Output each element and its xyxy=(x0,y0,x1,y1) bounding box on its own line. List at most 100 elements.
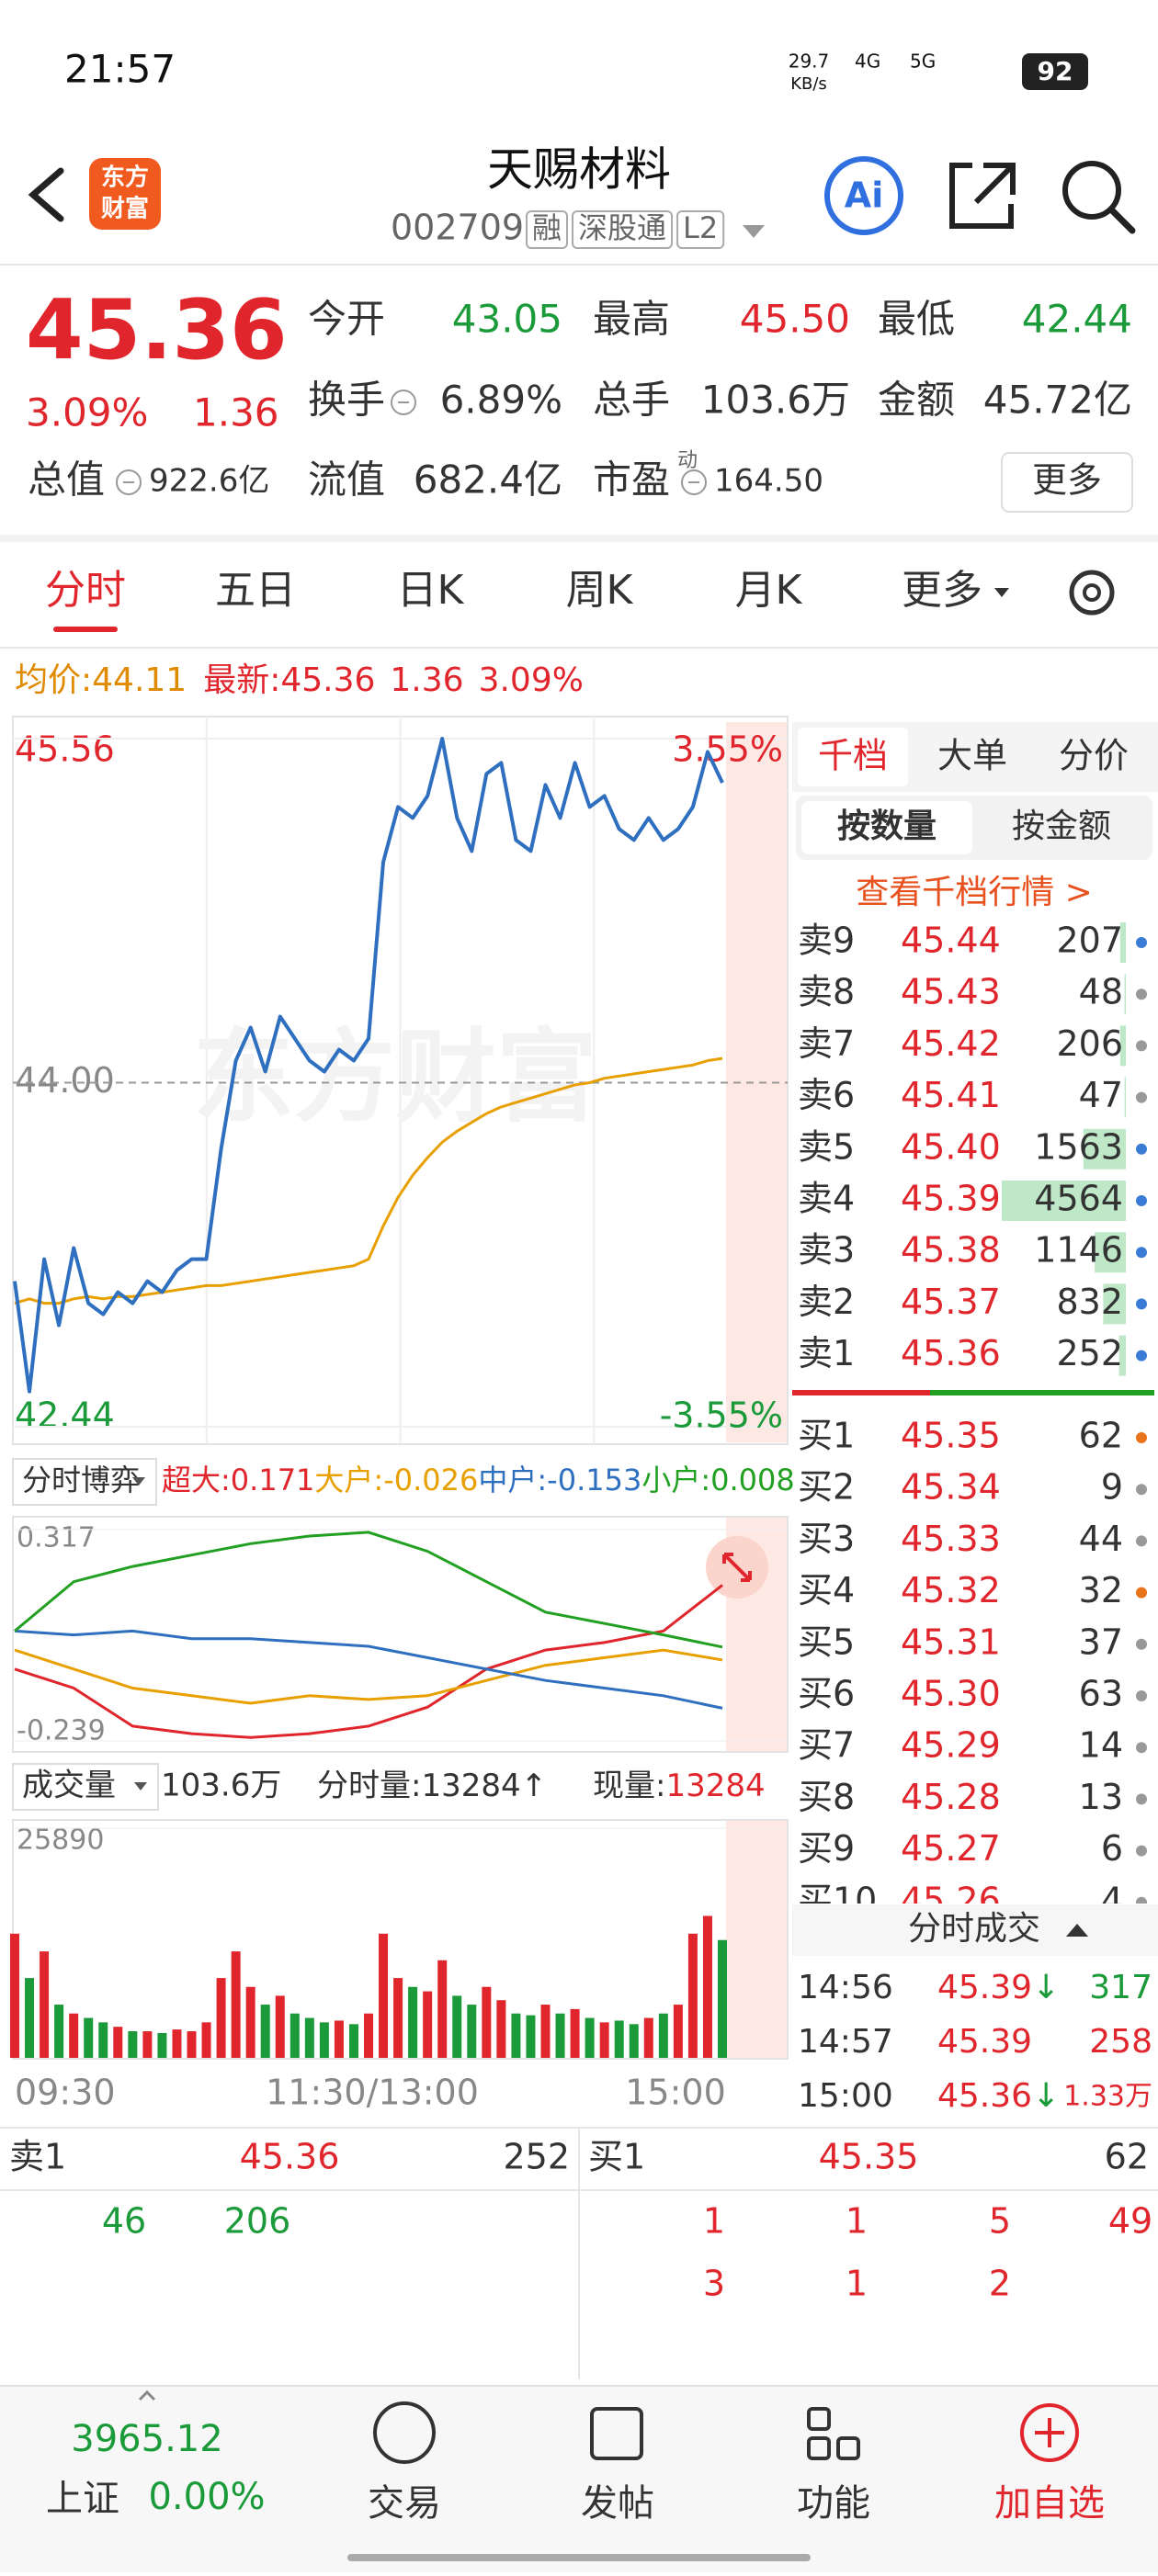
volume-bar xyxy=(54,2005,64,2058)
depth-bar xyxy=(1124,1077,1126,1118)
volume-selector-label[interactable]: 成交量 xyxy=(22,1768,116,1804)
active-tab[interactable] xyxy=(798,728,908,786)
arrow: ↓ xyxy=(1032,1969,1060,2006)
volume-bar xyxy=(364,2013,373,2058)
volume-bar xyxy=(408,1986,418,2058)
panel-tab[interactable]: 分价 xyxy=(1059,736,1129,776)
volume-selector[interactable] xyxy=(12,1763,159,1811)
logo-text: 东方 xyxy=(101,164,149,192)
volume-bar xyxy=(187,2031,197,2058)
search-button[interactable] xyxy=(1062,161,1121,220)
level-price: 45.42 xyxy=(901,1023,1001,1064)
level-qty: 44 xyxy=(1079,1519,1123,1559)
tab[interactable]: 更多 xyxy=(902,567,982,614)
flow-selector[interactable] xyxy=(12,1458,157,1506)
back-button[interactable] xyxy=(28,167,64,222)
more-label[interactable]: 更多 xyxy=(1032,460,1102,501)
level-qty: 1563 xyxy=(1034,1126,1123,1167)
level-dot xyxy=(1136,1091,1147,1103)
network: 5G xyxy=(910,51,936,73)
panel-tab[interactable]: 千档 xyxy=(818,736,888,776)
ai-button[interactable] xyxy=(824,156,903,235)
tab[interactable]: 周K xyxy=(566,567,634,614)
battery xyxy=(1022,53,1088,90)
x-tick-label: 09:30 xyxy=(15,2073,116,2113)
volume-bar xyxy=(599,2022,609,2058)
tag: L2 xyxy=(683,210,718,245)
index-value[interactable]: 3965.12 xyxy=(71,2418,222,2460)
bottom-nav xyxy=(0,2386,1158,2572)
settings-icon xyxy=(1083,583,1101,602)
flow-selector-label[interactable]: 分时博弈 xyxy=(22,1463,140,1497)
flow-legend: 超大:0.171大户:-0.026中户:-0.153小户:0.008 xyxy=(162,1463,795,1497)
level-qty: 252 xyxy=(1056,1333,1123,1373)
level-label: 买7 xyxy=(798,1725,855,1766)
stat-label: 最低 xyxy=(878,297,955,342)
tab[interactable]: 五日 xyxy=(215,567,296,614)
last-price: 45.36 xyxy=(26,282,288,378)
flow-line xyxy=(14,1629,723,1710)
trade-volume: 317 xyxy=(1089,1969,1152,2006)
pct-label: 3.55% xyxy=(672,729,783,770)
y-tick-label: 45.56 xyxy=(15,729,115,770)
avg-bar-item: 1.36 xyxy=(390,661,463,699)
level-price: 45.26 xyxy=(901,1880,1001,1920)
level-dot xyxy=(1136,1143,1147,1155)
avg-bar-item: 均价: xyxy=(15,661,92,699)
stat-value: 43.05 xyxy=(452,297,562,342)
volume-bar xyxy=(157,2032,167,2058)
volume-bar xyxy=(84,2017,94,2058)
function-icon xyxy=(836,2436,860,2460)
expand-caret[interactable] xyxy=(138,2390,156,2401)
level-price: 45.44 xyxy=(901,921,1001,961)
volume-bar xyxy=(245,1986,255,2058)
nav-item[interactable]: 加自选 xyxy=(994,2482,1105,2525)
level-dot xyxy=(1136,1535,1147,1547)
trade-time: 14:56 xyxy=(798,1969,893,2006)
legend-value: 0.008 xyxy=(710,1463,795,1497)
level-label: 买5 xyxy=(798,1621,855,1662)
depth-link[interactable]: 查看千档行情 > xyxy=(856,874,1093,911)
mode-tab[interactable]: 按金额 xyxy=(1012,808,1111,845)
level-price: 45.32 xyxy=(901,1570,1001,1610)
network: 4G xyxy=(855,51,880,73)
price: 45.39 xyxy=(937,1969,1032,2006)
trade-volume: 1.33万 xyxy=(1063,2081,1152,2113)
stat-label: 总手 xyxy=(593,378,670,423)
active-mode[interactable] xyxy=(801,801,972,854)
stat-label: 总值 xyxy=(28,458,105,503)
level-dot xyxy=(1136,937,1147,948)
settings-button[interactable] xyxy=(1069,570,1115,616)
level-label: 卖2 xyxy=(798,1282,855,1322)
info-icon xyxy=(681,469,707,495)
mode-tab[interactable]: 按数量 xyxy=(837,808,937,845)
nav-item[interactable]: 功能 xyxy=(797,2482,870,2525)
level-label: 卖4 xyxy=(798,1179,855,1219)
stat-value: 922.6亿 xyxy=(149,463,269,500)
nav-item[interactable]: 交易 xyxy=(368,2482,441,2525)
level-dot xyxy=(1136,1793,1147,1805)
legend-label: 小户: xyxy=(641,1463,710,1497)
y-tick-label: 0.317 xyxy=(17,1522,96,1554)
queue-label: 卖1 xyxy=(9,2137,66,2177)
tag-box xyxy=(676,210,725,249)
level-price: 45.40 xyxy=(901,1126,1001,1167)
panel-tab[interactable]: 大单 xyxy=(937,736,1007,776)
level-qty: 1146 xyxy=(1034,1230,1123,1271)
tab[interactable]: 日K xyxy=(397,567,465,614)
level-qty: 206 xyxy=(1056,1023,1123,1064)
legend-label: 中户: xyxy=(478,1463,547,1497)
more-button[interactable] xyxy=(1001,452,1133,513)
share-button[interactable] xyxy=(949,163,1016,229)
level-label: 买1 xyxy=(798,1416,855,1456)
app-logo xyxy=(89,158,161,230)
flow-line xyxy=(14,1531,723,1649)
dropdown[interactable] xyxy=(743,225,765,238)
nav-item[interactable]: 发帖 xyxy=(581,2482,654,2525)
volume-bar xyxy=(467,2005,477,2058)
volume-minute: 分时量:13284↑ xyxy=(317,1768,547,1804)
tab[interactable]: 月K xyxy=(735,567,803,614)
level-qty: 37 xyxy=(1079,1621,1123,1662)
tab[interactable]: 分时 xyxy=(45,567,126,614)
tag: 融 xyxy=(532,210,562,245)
